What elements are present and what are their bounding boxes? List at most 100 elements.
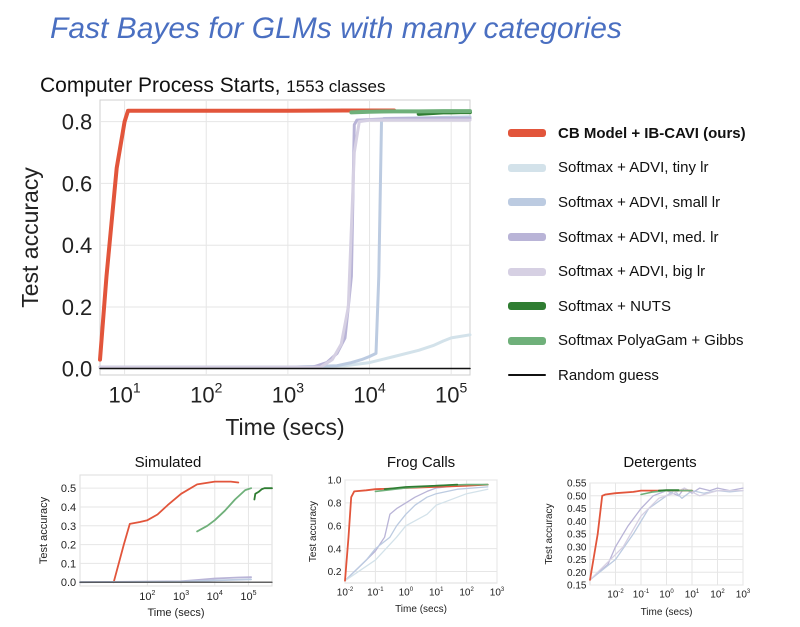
- x-tick-label: 103: [490, 587, 505, 599]
- y-tick-label: 0.5: [61, 483, 76, 495]
- x-tick-label: 105: [435, 380, 467, 408]
- y-tick-label: 0.0: [62, 357, 93, 382]
- main-chart-title: Computer Process Starts, 1553 classes: [40, 74, 386, 98]
- legend-label: Softmax + ADVI, small lr: [558, 193, 721, 211]
- legend-label: Softmax + ADVI, big lr: [558, 263, 706, 281]
- plot-area: [99, 99, 471, 376]
- x-tick-label: 100: [399, 587, 414, 599]
- series-lines: [98, 108, 472, 370]
- series-line-6: [349, 109, 472, 115]
- x-tick-label: 102: [139, 590, 155, 603]
- x-tick-label: 10-2: [607, 589, 624, 601]
- y-axis-label: Test accuracy: [544, 503, 555, 564]
- y-tick-label: 0.0: [61, 577, 76, 589]
- x-axis-label: Time (secs): [641, 607, 693, 618]
- series-lines: [79, 480, 273, 584]
- legend-label: Softmax + NUTS: [558, 297, 671, 315]
- legend-label: Random guess: [558, 366, 659, 384]
- chart-title: Frog Calls: [387, 454, 455, 471]
- series-line-0: [112, 480, 240, 584]
- plot-area: [79, 474, 273, 587]
- legend-item: Softmax + ADVI, big lr: [508, 254, 746, 289]
- legend-label: Softmax + ADVI, med. lr: [558, 228, 719, 246]
- y-tick-label: 0.45: [567, 504, 587, 515]
- x-tick-label: 101: [429, 587, 444, 599]
- x-tick-label: 105: [240, 590, 256, 603]
- series-line-2: [589, 487, 744, 581]
- x-tick-label: 104: [353, 380, 385, 408]
- y-axis-label: Test accuracy: [308, 501, 319, 562]
- y-tick-label: 0.2: [61, 540, 76, 552]
- y-tick-label: 0.55: [567, 479, 587, 490]
- main-chart-legend: CB Model + IB-CAVI (ours) Softmax + ADVI,…: [508, 116, 746, 393]
- x-tick-label: 102: [710, 589, 725, 601]
- x-tick-label: 101: [685, 589, 700, 601]
- legend-swatch: [508, 129, 546, 138]
- y-tick-label: 0.25: [567, 555, 587, 566]
- y-tick-label: 0.8: [328, 498, 342, 509]
- legend-item: Softmax + ADVI, small lr: [508, 185, 746, 220]
- y-tick-label: 1.0: [328, 476, 342, 487]
- legend-swatch: [508, 198, 546, 207]
- x-axis-label: Time (secs): [395, 604, 447, 615]
- series-line-2: [253, 487, 273, 501]
- legend-item: Random guess: [508, 358, 746, 393]
- series-lines: [589, 487, 744, 581]
- plot-area: [344, 479, 498, 584]
- legend-item: CB Model + IB-CAVI (ours): [508, 116, 746, 151]
- y-tick-label: 0.8: [62, 110, 93, 135]
- legend-label: Softmax PolyaGam + Gibbs: [558, 332, 744, 350]
- chart-title: Detergents: [623, 454, 696, 471]
- legend-swatch: [508, 374, 546, 377]
- y-tick-label: 0.4: [62, 233, 93, 258]
- x-tick-label: 104: [207, 590, 223, 603]
- x-axis-label: Time (secs): [147, 607, 204, 619]
- legend-swatch: [508, 336, 546, 345]
- y-tick-label: 0.50: [567, 491, 587, 502]
- chart-simulated: 102 103 104 105 0.0 0.1 0.2 0.3 0.4 0.5 Time (secs…: [38, 454, 273, 619]
- chart-main: 101 102 103 104 105 0.0 0.2 0.4 0.6 0.8 Time (secs…: [17, 99, 472, 440]
- x-tick-label: 103: [272, 380, 304, 408]
- legend-item: Softmax + ADVI, med. lr: [508, 220, 746, 255]
- series-line-2: [344, 488, 489, 582]
- legend-label: CB Model + IB-CAVI (ours): [558, 124, 746, 142]
- y-tick-label: 0.4: [61, 502, 76, 514]
- x-tick-label: 103: [173, 590, 189, 603]
- x-tick-label: 103: [736, 589, 751, 601]
- y-tick-label: 0.2: [328, 567, 342, 578]
- legend-swatch: [508, 302, 546, 311]
- x-tick-label: 102: [459, 587, 474, 599]
- slide-title: Fast Bayes for GLMs with many categories: [50, 12, 622, 45]
- legend-swatch: [508, 163, 546, 172]
- series-line-5: [383, 483, 459, 491]
- y-tick-label: 0.3: [61, 521, 76, 533]
- y-axis-label: Test accuracy: [38, 496, 50, 564]
- chart-title: Simulated: [135, 454, 202, 471]
- legend-label: Softmax + ADVI, tiny lr: [558, 159, 709, 177]
- x-axis-label: Time (secs): [225, 414, 344, 440]
- main-chart-title-sub: 1553 classes: [286, 77, 386, 96]
- y-tick-label: 0.40: [567, 517, 587, 528]
- y-tick-label: 0.6: [328, 521, 342, 532]
- y-tick-label: 0.20: [567, 568, 587, 579]
- y-tick-label: 0.30: [567, 542, 587, 553]
- series-line-3: [344, 483, 489, 582]
- legend-swatch: [508, 267, 546, 276]
- legend-item: Softmax + ADVI, tiny lr: [508, 151, 746, 186]
- main-chart-title-text: Computer Process Starts,: [40, 74, 281, 97]
- legend-swatch: [508, 233, 546, 242]
- series-line-5: [657, 489, 680, 492]
- grid: [80, 475, 272, 586]
- y-axis-label: Test accuracy: [17, 167, 43, 308]
- x-tick-label: 102: [190, 380, 222, 408]
- y-tick-label: 0.1: [61, 558, 76, 570]
- grid: [344, 479, 498, 583]
- series-lines: [344, 483, 489, 582]
- legend-item: Softmax PolyaGam + Gibbs: [508, 324, 746, 359]
- x-tick-label: 100: [659, 589, 674, 601]
- y-tick-label: 0.4: [328, 544, 342, 555]
- x-tick-label: 10-1: [367, 587, 384, 599]
- x-tick-label: 10-1: [633, 589, 650, 601]
- series-line-1: [196, 487, 253, 533]
